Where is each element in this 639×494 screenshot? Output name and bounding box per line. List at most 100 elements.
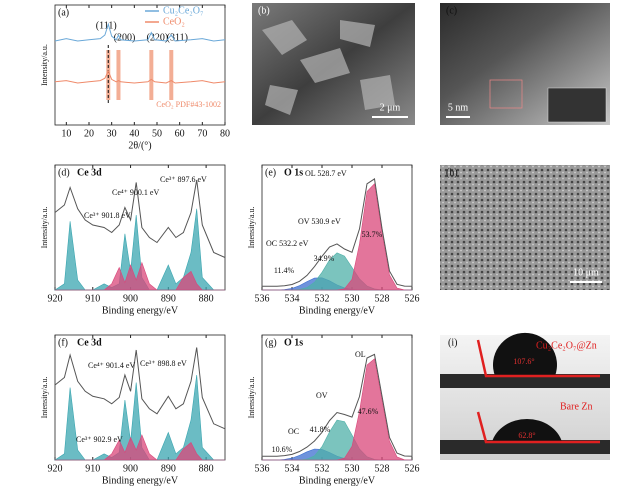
x-axis-label: Binding energy/eV	[102, 305, 179, 316]
x-axis-label: Binding energy/eV	[102, 475, 179, 486]
x-tick-label: 880	[199, 463, 214, 474]
sample-label: Cu₂Ce₂O₇@Zn	[536, 340, 597, 351]
y-axis-label: Intensity/a.u.	[40, 207, 49, 249]
x-tick-label: 880	[199, 293, 214, 304]
y-axis-label: Intensity/a.u.	[247, 207, 256, 249]
fraction-label: 11.4%	[274, 266, 295, 275]
x-tick-label: 536	[255, 293, 270, 304]
x-tick-label: 920	[48, 293, 63, 304]
panel-title: Ce 3d	[77, 337, 102, 348]
x-axis-label: 2θ/(°)	[128, 140, 151, 151]
angle-label: 62.8°	[518, 431, 535, 440]
x-tick-label: 526	[405, 463, 420, 474]
spectrum	[262, 178, 413, 287]
spectrum	[54, 179, 226, 258]
x-tick-label: 900	[123, 463, 138, 474]
peak-label: (200)	[114, 32, 136, 43]
panel-label: (h)	[446, 167, 458, 178]
x-tick-label: 60	[175, 128, 185, 139]
x-tick-label: 50	[152, 128, 162, 139]
panel-c: (c) 5 nm	[440, 3, 610, 125]
x-tick-label: 80	[220, 128, 230, 139]
x-tick-label: 900	[123, 293, 138, 304]
legend-label: Cu₂Ce₂O₇	[163, 5, 203, 16]
panel-label: (e)	[265, 167, 276, 178]
x-tick-label: 534	[285, 293, 300, 304]
sem-image	[440, 165, 610, 290]
x-tick-label: 528	[375, 293, 390, 304]
panel-title: O 1s	[284, 337, 303, 348]
x-tick-label: 536	[255, 463, 270, 474]
x-tick-label: 910	[85, 463, 100, 474]
panel-label: (d)	[58, 167, 70, 178]
legend-label: CeO₂	[163, 16, 185, 27]
panel-b: (b) 2 μm	[252, 3, 415, 125]
x-tick-label: 30	[107, 128, 117, 139]
fraction-label: 34.9%	[314, 254, 335, 263]
spectrum	[54, 22, 226, 42]
x-tick-label: 526	[405, 293, 420, 304]
panel-label: (g)	[265, 337, 277, 348]
peak-label: (111)	[96, 20, 117, 31]
angle-label: 107.6°	[513, 357, 534, 366]
y-axis-label: Intensity/a.u.	[40, 377, 49, 419]
x-tick-label: 20	[84, 128, 94, 139]
y-axis-label: Intensity/a.u.	[40, 44, 49, 86]
reference-bar	[169, 50, 174, 100]
panel-label: (b)	[258, 5, 270, 16]
x-tick-label: 10	[61, 128, 71, 139]
panel-label: (a)	[58, 7, 69, 18]
flakes	[262, 20, 395, 115]
annotation: OV	[316, 391, 328, 400]
fit-component	[262, 183, 413, 291]
annotation: OC 532.2 eV	[266, 239, 309, 248]
panel: (a) Intensity/a.u. 2θ/(°) 10 20 30 40 50 60 70 80 (…	[40, 4, 230, 151]
y-axis-label: Intensity/a.u.	[247, 377, 256, 419]
panel-label: (f)	[58, 337, 68, 348]
x-tick-label: 40	[129, 128, 139, 139]
panel-h: (h) 10 μm	[440, 165, 610, 290]
panel-label: (i)	[448, 337, 457, 348]
x-tick-label: 534	[285, 463, 300, 474]
x-tick-label: 530	[345, 463, 360, 474]
fit-component	[55, 434, 225, 461]
roi-box	[489, 79, 523, 109]
annotation: OL 528.7 eV	[305, 169, 347, 178]
spectrum	[262, 353, 413, 457]
fraction-label: 10.6%	[272, 445, 293, 454]
angle-lines	[476, 339, 600, 444]
x-tick-label: 890	[161, 463, 176, 474]
annotation: Ce⁴⁺ 901.4 eV	[88, 361, 135, 370]
x-tick-label: 910	[85, 293, 100, 304]
sample-label: Bare Zn	[560, 401, 593, 412]
annotation: Ce³⁺ 897.6 eV	[160, 175, 207, 184]
fraction-label: 53.7%	[362, 230, 383, 239]
reference-name: CeO₂ PDF#43-1002	[156, 100, 221, 109]
fraction-label: 41.8%	[310, 425, 331, 434]
x-axis-label: Binding energy/eV	[299, 475, 376, 486]
annotation: Ce³⁺ 902.9 eV	[76, 435, 123, 444]
panel-label: (c)	[446, 5, 457, 16]
scale-label: 5 nm	[448, 102, 469, 113]
x-tick-label: 532	[315, 463, 330, 474]
annotation: Ce⁴⁺ 900.1 eV	[112, 188, 159, 197]
fraction-label: 47.6%	[358, 407, 379, 416]
reference-bar	[149, 50, 154, 100]
annotation: OV 530.9 eV	[298, 217, 341, 226]
spectrum	[54, 69, 226, 84]
scale-label: 10 μm	[573, 267, 599, 278]
peak-label: (311)	[167, 32, 188, 43]
panel-title: Ce 3d	[77, 167, 102, 178]
substrate	[440, 374, 610, 388]
substrate	[440, 440, 610, 454]
annotation: Ce³⁺ 898.8 eV	[140, 359, 187, 368]
scale-label: 2 μm	[380, 102, 401, 113]
annotation: OL	[355, 350, 366, 359]
annotation: Ce³⁺ 901.8 eV	[84, 211, 131, 220]
annotation: OC	[288, 427, 299, 436]
x-tick-label: 70	[197, 128, 207, 139]
droplet	[493, 332, 557, 376]
